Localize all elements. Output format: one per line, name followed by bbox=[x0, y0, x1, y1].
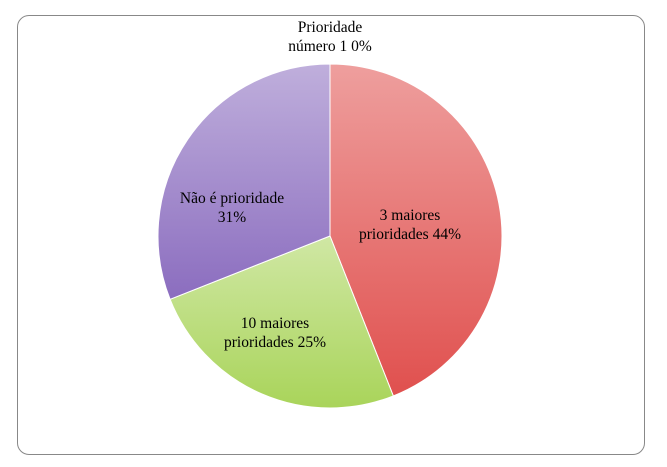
category-label: Não é prioridade bbox=[179, 190, 285, 207]
data-label: Não é prioridade 31% bbox=[170, 189, 295, 227]
pie-slice bbox=[157, 63, 331, 300]
pie-slice bbox=[329, 63, 503, 397]
value-label: 31% bbox=[217, 209, 247, 226]
value-label: 25% bbox=[297, 334, 327, 351]
pie-slice bbox=[169, 235, 394, 409]
category-label: 10 maiores prioridades bbox=[223, 315, 310, 351]
value-label: 0% bbox=[351, 38, 372, 55]
data-label: 3 maiores prioridades 44% bbox=[345, 206, 475, 244]
value-label: 44% bbox=[432, 226, 462, 243]
category-label: Prioridade número 1 bbox=[288, 19, 363, 55]
data-label: Prioridade número 1 0% bbox=[280, 18, 380, 56]
category-label: 3 maiores prioridades bbox=[358, 207, 441, 243]
data-label: 10 maiores prioridades 25% bbox=[210, 314, 340, 352]
chart-frame bbox=[17, 15, 645, 455]
